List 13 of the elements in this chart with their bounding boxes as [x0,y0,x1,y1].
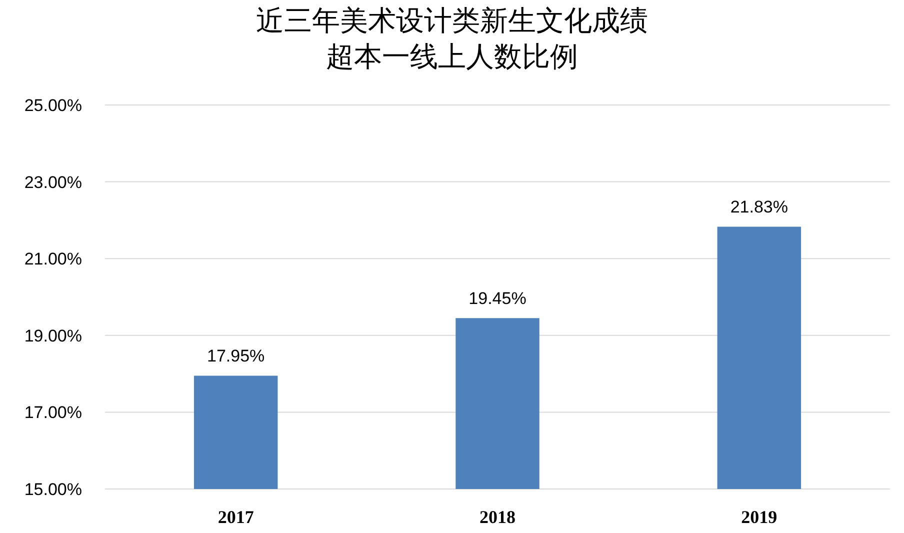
x-tick-label: 2019 [741,507,778,527]
x-tick-label: 2018 [480,507,516,527]
y-tick-label: 15.00% [24,480,82,499]
x-tick-label: 2017 [218,507,254,527]
data-label: 19.45% [468,289,526,308]
data-label: 17.95% [206,346,265,366]
y-tick-label: 21.00% [24,250,82,269]
y-tick-label: 17.00% [24,403,82,422]
y-tick-label: 19.00% [24,326,82,346]
y-tick-label: 23.00% [24,172,82,192]
y-tick-label: 25.00% [24,96,82,115]
title: 近三年美术设计类新生文化成绩超本一线上人数比例 [256,5,648,72]
data-label: 21.83% [730,198,788,217]
